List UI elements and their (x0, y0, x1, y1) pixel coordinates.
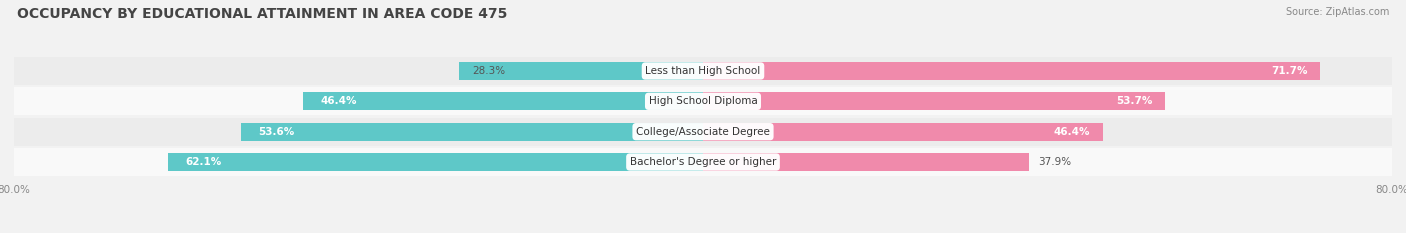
Bar (14, 118, 1392, 146)
Text: High School Diploma: High School Diploma (648, 96, 758, 106)
Bar (169, 153, 703, 171)
Text: Source: ZipAtlas.com: Source: ZipAtlas.com (1285, 7, 1389, 17)
Text: 62.1%: 62.1% (186, 157, 222, 167)
Text: College/Associate Degree: College/Associate Degree (636, 127, 770, 137)
Text: 28.3%: 28.3% (472, 66, 505, 76)
Bar (703, 123, 1102, 141)
Bar (14, 87, 1392, 115)
Text: 53.7%: 53.7% (1116, 96, 1153, 106)
Bar (703, 92, 1166, 110)
Text: 71.7%: 71.7% (1271, 66, 1308, 76)
Bar (14, 57, 1392, 85)
Bar (242, 123, 703, 141)
Text: 46.4%: 46.4% (1053, 127, 1090, 137)
Bar (460, 62, 703, 80)
Text: OCCUPANCY BY EDUCATIONAL ATTAINMENT IN AREA CODE 475: OCCUPANCY BY EDUCATIONAL ATTAINMENT IN A… (17, 7, 508, 21)
Text: 37.9%: 37.9% (1038, 157, 1071, 167)
Bar (14, 148, 1392, 176)
Text: Bachelor's Degree or higher: Bachelor's Degree or higher (630, 157, 776, 167)
Text: 53.6%: 53.6% (259, 127, 295, 137)
Bar (703, 153, 1029, 171)
Text: Less than High School: Less than High School (645, 66, 761, 76)
Bar (304, 92, 703, 110)
Bar (703, 62, 1320, 80)
Text: 46.4%: 46.4% (321, 96, 357, 106)
